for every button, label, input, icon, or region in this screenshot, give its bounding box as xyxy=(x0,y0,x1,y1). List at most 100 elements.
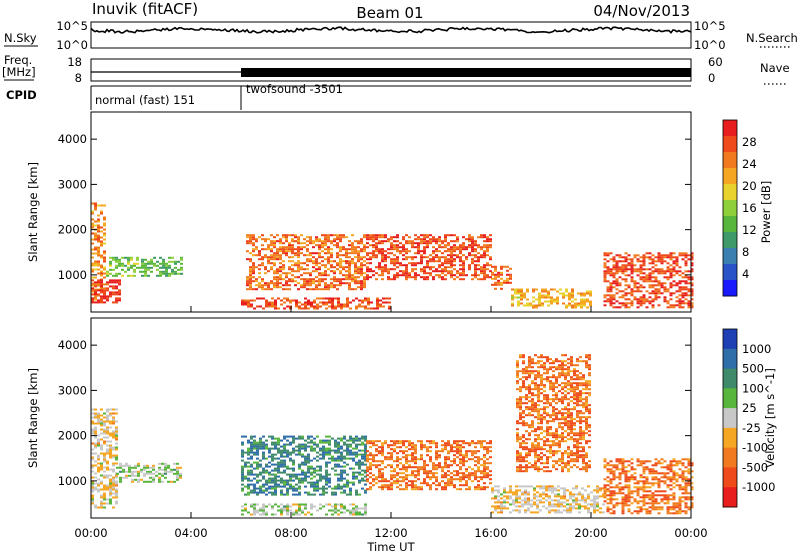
data-cell xyxy=(581,505,584,508)
data-cell xyxy=(609,300,613,303)
data-cell xyxy=(304,477,307,480)
data-cell xyxy=(615,306,619,309)
data-cell xyxy=(567,392,570,395)
data-cell xyxy=(557,485,560,488)
data-cell xyxy=(432,260,435,263)
data-cell xyxy=(393,244,396,247)
data-cell xyxy=(561,368,564,371)
data-cell xyxy=(345,278,348,281)
data-cell xyxy=(91,287,94,290)
data-cell xyxy=(480,266,483,269)
data-cell xyxy=(553,298,556,301)
data-cell xyxy=(97,414,100,417)
data-cell xyxy=(306,254,309,257)
data-cell xyxy=(417,470,420,473)
data-cell xyxy=(549,414,552,417)
data-cell xyxy=(264,238,267,241)
data-cell xyxy=(286,435,289,438)
data-cell xyxy=(268,435,271,438)
data-cell xyxy=(612,276,616,279)
data-cell xyxy=(315,258,318,261)
data-cell xyxy=(462,266,465,269)
data-cell xyxy=(286,443,289,446)
data-cell xyxy=(334,443,337,446)
data-cell xyxy=(385,297,388,300)
data-cell xyxy=(109,268,112,271)
data-cell xyxy=(364,455,367,458)
data-cell xyxy=(106,498,109,501)
data-cell xyxy=(103,484,106,487)
data-cell xyxy=(532,290,535,293)
data-cell xyxy=(106,474,109,477)
data-cell xyxy=(639,264,643,267)
data-cell xyxy=(411,452,414,455)
data-cell xyxy=(420,456,423,459)
data-cell xyxy=(100,254,103,257)
data-cell xyxy=(552,454,555,457)
data-cell xyxy=(300,246,303,249)
data-cell xyxy=(624,292,628,295)
data-cell xyxy=(468,246,471,249)
data-cell xyxy=(351,260,354,263)
data-cell xyxy=(537,442,540,445)
data-cell xyxy=(423,252,426,255)
data-cell xyxy=(645,256,649,259)
data-cell xyxy=(529,302,532,305)
data-cell xyxy=(420,454,423,457)
data-cell xyxy=(642,296,646,299)
data-cell xyxy=(388,305,391,308)
data-cell xyxy=(133,264,136,267)
data-cell xyxy=(570,424,573,427)
data-cell xyxy=(339,280,342,283)
data-cell xyxy=(552,394,555,397)
data-cell xyxy=(417,244,420,247)
data-cell xyxy=(456,444,459,447)
data-cell xyxy=(639,290,643,293)
data-cell xyxy=(624,280,628,283)
data-cell xyxy=(97,262,100,265)
data-cell xyxy=(304,445,307,448)
data-cell xyxy=(690,290,694,293)
data-cell xyxy=(264,284,267,287)
data-cell xyxy=(509,511,512,514)
data-cell xyxy=(256,461,259,464)
data-cell xyxy=(319,449,322,452)
data-cell xyxy=(657,268,661,271)
data-cell xyxy=(525,370,528,373)
data-cell xyxy=(429,440,432,443)
data-cell xyxy=(555,428,558,431)
data-cell xyxy=(372,240,375,243)
data-cell xyxy=(690,252,694,255)
data-cell xyxy=(318,238,321,241)
data-cell xyxy=(522,416,525,419)
data-cell xyxy=(554,503,557,506)
data-cell xyxy=(307,461,310,464)
data-cell xyxy=(109,494,112,497)
data-cell xyxy=(119,466,122,469)
data-cell xyxy=(551,499,554,502)
data-cell xyxy=(396,482,399,485)
data-cell xyxy=(103,476,106,479)
data-cell xyxy=(91,408,94,411)
data-cell xyxy=(97,284,100,287)
data-cell xyxy=(340,445,343,448)
data-cell xyxy=(393,260,396,263)
data-cell xyxy=(333,234,336,237)
data-cell xyxy=(606,272,610,275)
data-cell xyxy=(547,290,550,293)
data-cell xyxy=(396,460,399,463)
data-cell xyxy=(241,441,244,444)
data-cell xyxy=(444,234,447,237)
data-cell xyxy=(517,292,520,295)
data-cell xyxy=(91,232,94,235)
data-cell xyxy=(459,246,462,249)
data-cell xyxy=(351,288,354,291)
data-cell xyxy=(270,266,273,269)
data-cell xyxy=(536,499,539,502)
data-cell xyxy=(399,440,402,443)
data-cell xyxy=(328,441,331,444)
data-cell xyxy=(459,446,462,449)
data-cell xyxy=(285,246,288,249)
data-cell xyxy=(259,491,262,494)
data-cell xyxy=(537,356,540,359)
